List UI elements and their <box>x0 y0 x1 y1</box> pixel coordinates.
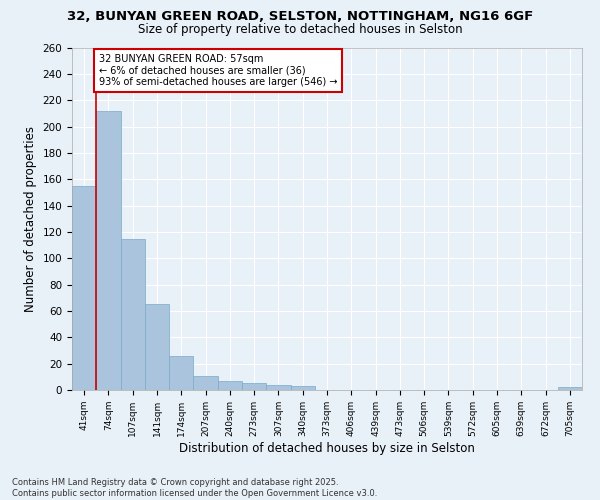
Bar <box>145 304 169 390</box>
Bar <box>290 386 315 390</box>
Bar <box>96 110 121 390</box>
Bar <box>218 381 242 390</box>
Y-axis label: Number of detached properties: Number of detached properties <box>24 126 37 312</box>
Bar <box>193 376 218 390</box>
Text: 32 BUNYAN GREEN ROAD: 57sqm
← 6% of detached houses are smaller (36)
93% of semi: 32 BUNYAN GREEN ROAD: 57sqm ← 6% of deta… <box>99 54 337 88</box>
Bar <box>169 356 193 390</box>
Text: Size of property relative to detached houses in Selston: Size of property relative to detached ho… <box>137 22 463 36</box>
Bar <box>242 384 266 390</box>
Text: Contains HM Land Registry data © Crown copyright and database right 2025.
Contai: Contains HM Land Registry data © Crown c… <box>12 478 377 498</box>
Bar <box>121 238 145 390</box>
X-axis label: Distribution of detached houses by size in Selston: Distribution of detached houses by size … <box>179 442 475 454</box>
Bar <box>266 384 290 390</box>
Bar <box>558 388 582 390</box>
Bar <box>72 186 96 390</box>
Text: 32, BUNYAN GREEN ROAD, SELSTON, NOTTINGHAM, NG16 6GF: 32, BUNYAN GREEN ROAD, SELSTON, NOTTINGH… <box>67 10 533 23</box>
